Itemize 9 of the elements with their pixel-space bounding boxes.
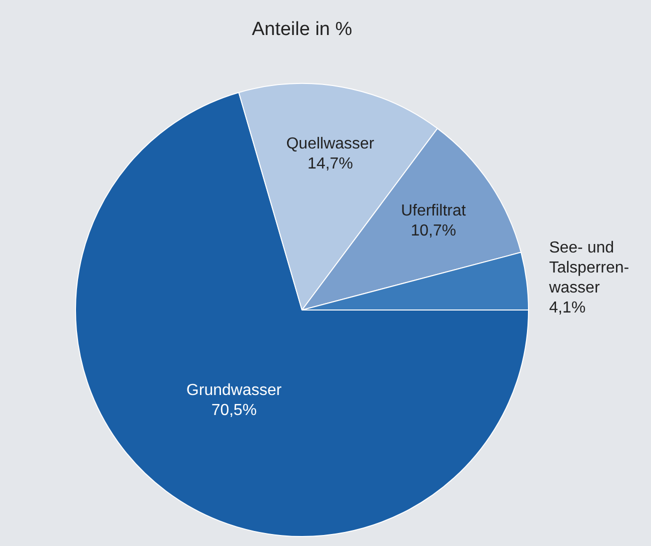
data-label: 14,7% bbox=[308, 155, 353, 172]
data-label: 70,5% bbox=[211, 402, 257, 419]
slice-label: Grundwasser bbox=[186, 382, 282, 399]
data-label: 10,7% bbox=[410, 222, 456, 240]
slice-label: Quellwasser bbox=[286, 135, 375, 152]
chart-title: Anteile in % bbox=[252, 19, 352, 40]
slice-label: Uferfiltrat bbox=[400, 202, 466, 220]
slice-label: See- und Talsperren-wasser bbox=[548, 239, 630, 296]
data-label: 4,1% bbox=[549, 299, 586, 316]
